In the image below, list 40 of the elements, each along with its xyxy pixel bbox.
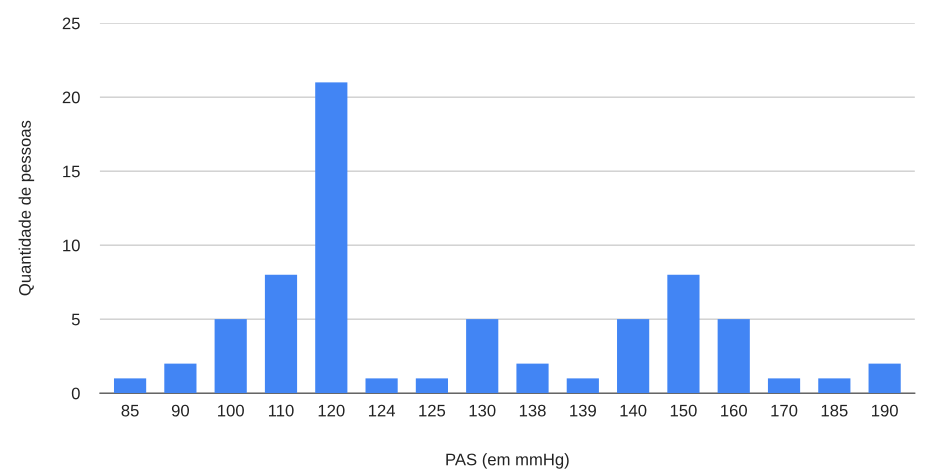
bar bbox=[466, 319, 498, 394]
x-tick-label: 170 bbox=[771, 404, 798, 417]
x-tick-label: 138 bbox=[520, 404, 546, 417]
y-tick-label: 5 bbox=[72, 314, 80, 326]
bar bbox=[366, 378, 398, 394]
x-tick-label: 130 bbox=[470, 404, 496, 417]
bar bbox=[818, 378, 850, 394]
bar bbox=[315, 82, 348, 394]
bar bbox=[718, 319, 750, 394]
x-tick-label: 150 bbox=[670, 404, 697, 417]
bar bbox=[164, 364, 196, 394]
bar bbox=[416, 378, 448, 394]
x-tick-label: 85 bbox=[122, 404, 139, 417]
bar bbox=[264, 274, 298, 394]
x-tick-label: 190 bbox=[872, 404, 898, 417]
x-tick-label: 120 bbox=[318, 404, 345, 417]
x-tick-label: 110 bbox=[268, 404, 294, 417]
bar bbox=[214, 319, 247, 394]
x-tick-label: 124 bbox=[368, 404, 396, 416]
y-tick-label: 15 bbox=[63, 166, 80, 178]
x-tick-label: 140 bbox=[620, 404, 646, 417]
bar bbox=[566, 378, 599, 394]
y-tick-label: 20 bbox=[62, 92, 80, 104]
y-tick-label: 25 bbox=[62, 18, 80, 30]
bar bbox=[617, 319, 650, 394]
bar bbox=[516, 364, 549, 394]
x-tick-label: 160 bbox=[721, 404, 747, 417]
bar bbox=[667, 274, 700, 394]
bar bbox=[114, 378, 146, 394]
x-tick-label: 125 bbox=[419, 404, 446, 417]
bar bbox=[868, 364, 901, 394]
x-tick-label: 90 bbox=[172, 404, 190, 417]
x-axis-title: PAS (em mmHg) bbox=[446, 453, 569, 469]
bar bbox=[768, 378, 800, 394]
x-tick-label: 139 bbox=[570, 404, 596, 417]
x-tick-label: 185 bbox=[822, 404, 848, 417]
y-tick-label: 0 bbox=[72, 388, 80, 400]
y-axis-title: Quantidade de pessoas bbox=[18, 120, 34, 296]
y-tick-label: 10 bbox=[63, 240, 80, 252]
x-tick-label: 100 bbox=[218, 404, 244, 417]
